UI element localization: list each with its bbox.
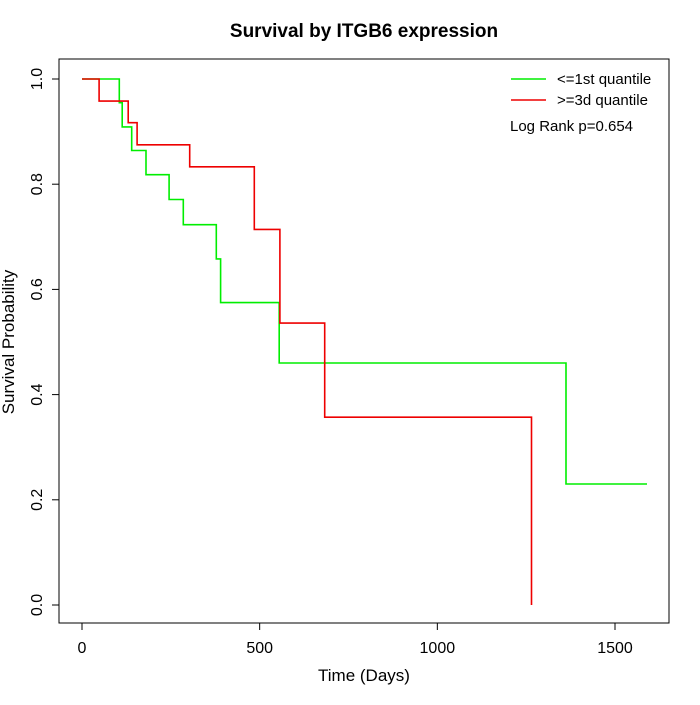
y-tick-label: 0.2 bbox=[29, 489, 46, 511]
legend-label-2: >=3d quantile bbox=[557, 92, 648, 109]
series-line-2 bbox=[82, 78, 533, 605]
y-axis-label: Survival Probability bbox=[0, 269, 18, 414]
x-tick-label: 1500 bbox=[597, 640, 633, 657]
legend-label-1: <=1st quantile bbox=[557, 71, 651, 88]
chart-title: Survival by ITGB6 expression bbox=[230, 21, 498, 42]
y-tick-label: 1.0 bbox=[29, 68, 46, 90]
log-rank-annotation: Log Rank p=0.654 bbox=[510, 118, 633, 135]
y-tick-label: 0.4 bbox=[29, 383, 46, 405]
x-tick-label: 500 bbox=[246, 640, 273, 657]
y-tick-label: 0.8 bbox=[29, 173, 46, 195]
series-line-1 bbox=[82, 78, 647, 485]
x-tick-label: 0 bbox=[78, 640, 87, 657]
x-axis-label: Time (Days) bbox=[318, 666, 410, 685]
y-tick-label: 0.6 bbox=[29, 278, 46, 300]
y-tick-label: 0.0 bbox=[29, 594, 46, 616]
x-tick-label: 1000 bbox=[420, 640, 456, 657]
